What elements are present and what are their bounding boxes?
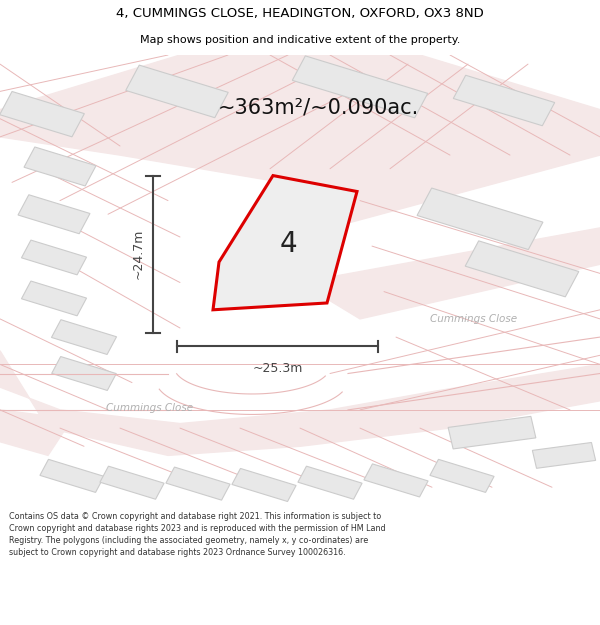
Polygon shape: [0, 410, 72, 456]
Polygon shape: [126, 65, 228, 118]
Polygon shape: [52, 320, 116, 354]
Polygon shape: [52, 356, 116, 391]
Polygon shape: [430, 459, 494, 492]
Polygon shape: [40, 459, 104, 492]
Text: Contains OS data © Crown copyright and database right 2021. This information is : Contains OS data © Crown copyright and d…: [9, 512, 386, 557]
Text: ~363m²/~0.090ac.: ~363m²/~0.090ac.: [217, 98, 419, 118]
Polygon shape: [22, 281, 86, 316]
Polygon shape: [364, 464, 428, 497]
Polygon shape: [24, 147, 96, 186]
Polygon shape: [417, 188, 543, 249]
Text: 4: 4: [279, 230, 297, 258]
Polygon shape: [0, 55, 600, 201]
Polygon shape: [22, 240, 86, 275]
Polygon shape: [166, 467, 230, 500]
Polygon shape: [0, 91, 85, 137]
Text: 4, CUMMINGS CLOSE, HEADINGTON, OXFORD, OX3 8ND: 4, CUMMINGS CLOSE, HEADINGTON, OXFORD, O…: [116, 8, 484, 20]
Polygon shape: [448, 416, 536, 449]
Text: Cummings Close: Cummings Close: [106, 402, 194, 412]
Polygon shape: [232, 468, 296, 501]
Polygon shape: [532, 442, 596, 468]
Polygon shape: [0, 351, 600, 456]
Text: Cummings Close: Cummings Close: [430, 314, 518, 324]
Polygon shape: [18, 195, 90, 234]
Text: ~25.3m: ~25.3m: [253, 362, 302, 375]
Text: ~24.7m: ~24.7m: [131, 229, 145, 279]
Polygon shape: [292, 56, 428, 118]
Polygon shape: [300, 228, 600, 319]
Polygon shape: [454, 75, 554, 126]
Polygon shape: [270, 119, 600, 228]
Polygon shape: [465, 241, 579, 297]
Polygon shape: [213, 176, 357, 310]
Text: Map shows position and indicative extent of the property.: Map shows position and indicative extent…: [140, 34, 460, 44]
Polygon shape: [100, 466, 164, 499]
Polygon shape: [298, 466, 362, 499]
